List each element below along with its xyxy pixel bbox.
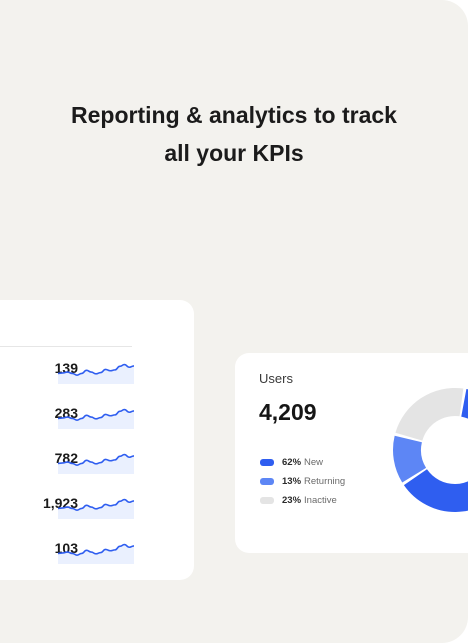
sparkline-chart xyxy=(58,363,134,384)
legend-label: New xyxy=(304,457,324,468)
metric-value: 782 xyxy=(54,450,78,466)
sparkline-line xyxy=(58,543,134,556)
metric-value: 103 xyxy=(54,540,78,556)
users-card: Users 4,209 62% New 13% Returning 23% In… xyxy=(235,353,468,553)
metric-row: 103 xyxy=(0,534,194,564)
legend-label: Inactive xyxy=(304,495,337,506)
headline-line-2: all your KPIs xyxy=(164,140,304,166)
users-total: 4,209 xyxy=(259,399,317,425)
legend-percent: 23% xyxy=(282,495,302,506)
metric-row: 139 xyxy=(0,354,194,384)
sparkline-line xyxy=(58,408,134,421)
sparkline-chart xyxy=(58,498,134,519)
sparkline-chart xyxy=(58,408,134,429)
sparkline-line xyxy=(58,363,134,376)
metrics-card: 139 283 782 1,923 103 xyxy=(0,300,194,580)
legend-percent: 62% xyxy=(282,457,302,468)
metric-value: 139 xyxy=(54,360,78,376)
legend-item-inactive: 23% Inactive xyxy=(260,491,345,510)
donut-slice-new xyxy=(403,389,468,512)
users-legend: 62% New 13% Returning 23% Inactive xyxy=(260,453,345,510)
legend-item-returning: 13% Returning xyxy=(260,472,345,491)
sparkline-line xyxy=(58,498,134,511)
sparkline-chart xyxy=(58,543,134,564)
metric-row: 782 xyxy=(0,444,194,474)
users-donut-chart xyxy=(392,387,468,512)
sparkline-chart xyxy=(58,453,134,474)
metric-value: 283 xyxy=(54,405,78,421)
metric-row: 1,923 xyxy=(0,489,194,519)
legend-percent: 13% xyxy=(282,476,302,487)
metric-row: 283 xyxy=(0,399,194,429)
legend-label: Returning xyxy=(304,476,346,487)
legend-item-new: 62% New xyxy=(260,453,345,472)
sparkline-line xyxy=(58,453,134,466)
metrics-divider xyxy=(0,346,132,347)
users-title: Users xyxy=(259,371,293,386)
headline: Reporting & analytics to track all your … xyxy=(0,96,468,172)
headline-line-1: Reporting & analytics to track xyxy=(71,102,397,128)
legend-swatch xyxy=(260,459,274,466)
legend-swatch xyxy=(260,497,274,504)
donut-slice-inactive xyxy=(395,387,464,441)
legend-swatch xyxy=(260,478,274,485)
donut-slice-returning xyxy=(392,435,427,483)
